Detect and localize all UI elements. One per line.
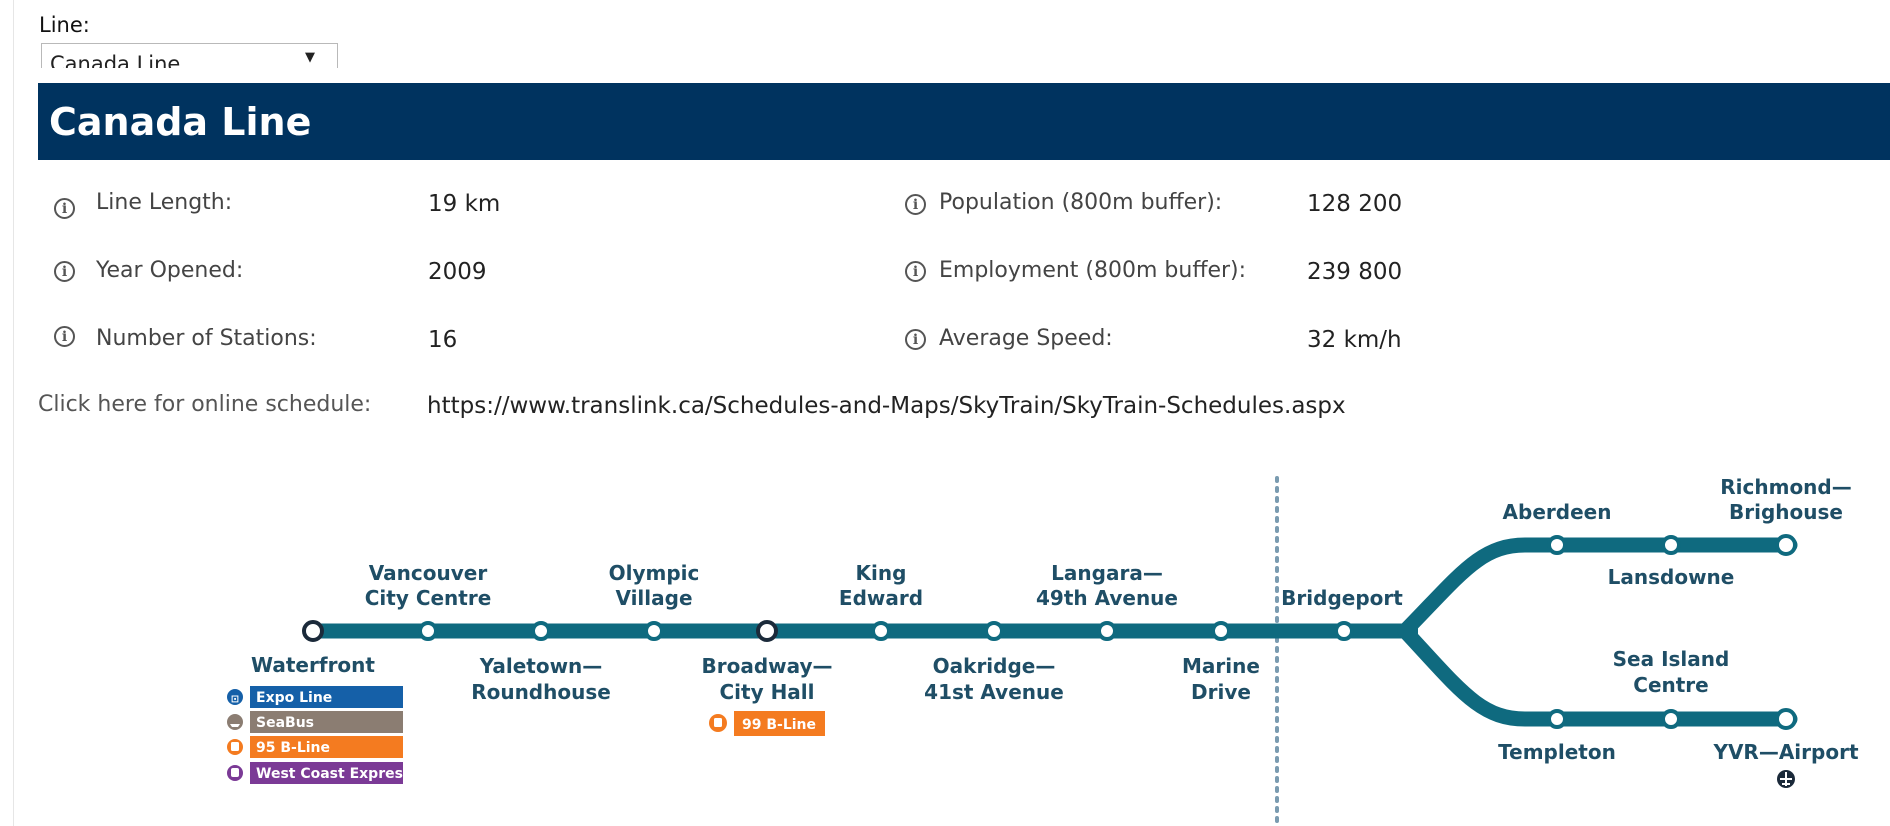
info-icon[interactable]: i — [905, 261, 926, 282]
station-label-sea-island-centre-1: Sea Island — [1613, 647, 1730, 671]
station-label-richmond-brighouse-1: Richmond— — [1720, 475, 1851, 499]
station-marker-king-edward[interactable] — [871, 621, 891, 641]
line-filter-label: Line: — [39, 13, 90, 37]
station-marker-waterfront[interactable] — [302, 620, 324, 642]
connection-bar — [734, 711, 825, 736]
station-marker-marine-drive[interactable] — [1211, 621, 1231, 641]
stat-value: 32 km/h — [1307, 327, 1402, 353]
station-marker-sea-island-centre[interactable] — [1661, 709, 1681, 729]
station-label-broadway-1: Broadway— — [701, 654, 832, 678]
waterfront-connections: ⊡ Expo Line SeaBus 95 B-Line West Coast … — [227, 686, 411, 784]
stat-label: Year Opened: — [96, 258, 244, 283]
seabus-icon — [227, 714, 243, 730]
stat-label: Average Speed: — [939, 326, 1113, 351]
station-label-lansdowne: Lansdowne — [1608, 565, 1735, 589]
line-select[interactable]: Canada Line ▼ — [41, 43, 338, 68]
connection-99-b-line[interactable]: 99 B-Line — [709, 711, 825, 736]
info-icon[interactable]: i — [905, 329, 926, 350]
station-label-bridgeport: Bridgeport — [1281, 586, 1403, 610]
station-label-king-edward-2: Edward — [839, 586, 923, 610]
station-label-sea-island-centre-2: Centre — [1633, 673, 1708, 697]
station-label-waterfront: Waterfront — [251, 653, 375, 677]
station-marker-richmond-brighouse[interactable] — [1775, 534, 1797, 556]
station-label-olympic-village-2: Village — [615, 586, 692, 610]
station-label-langara-2: 49th Avenue — [1036, 586, 1178, 610]
station-label-marine-drive-2: Drive — [1191, 680, 1251, 704]
station-label-marine-drive-1: Marine — [1182, 654, 1260, 678]
stat-value: 239 800 — [1307, 259, 1403, 285]
airport-icon — [1777, 770, 1795, 788]
station-marker-yaletown[interactable] — [531, 621, 551, 641]
station-label-yvr-airport: YVR—Airport — [1712, 740, 1858, 764]
connection-seabus[interactable]: SeaBus — [227, 711, 403, 733]
connection-label: 95 B-Line — [256, 740, 330, 756]
connection-bar — [250, 711, 403, 733]
route-line-airport-branch — [1397, 623, 1798, 727]
route-line-richmond-branch — [1397, 537, 1798, 639]
station-label-oakridge-2: 41st Avenue — [924, 680, 1064, 704]
station-label-broadway-2: City Hall — [719, 680, 814, 704]
connection-bar — [250, 686, 403, 708]
station-label-richmond-brighouse-2: Brighouse — [1729, 500, 1843, 524]
line-title-bar: Canada Line — [38, 83, 1890, 160]
station-marker-bridgeport[interactable] — [1334, 621, 1354, 641]
connection-expo-line[interactable]: ⊡ Expo Line — [227, 686, 403, 708]
station-label-templeton: Templeton — [1498, 740, 1616, 764]
station-label-olympic-village-1: Olympic — [609, 561, 700, 585]
connection-95-b-line[interactable]: 95 B-Line — [227, 736, 403, 758]
station-label-langara-1: Langara— — [1051, 561, 1163, 585]
connection-label: West Coast Express — [256, 766, 411, 782]
dropdown-arrow-icon[interactable]: ▼ — [305, 50, 315, 65]
schedule-label: Click here for online schedule: — [38, 392, 372, 417]
station-label-yaletown-1: Yaletown— — [479, 654, 603, 678]
connection-bar — [250, 762, 403, 784]
station-marker-oakridge[interactable] — [984, 621, 1004, 641]
station-label-vancouver-city-centre-2: City Centre — [365, 586, 492, 610]
skytrain-icon — [227, 689, 243, 705]
connection-bar — [250, 736, 403, 758]
station-label-king-edward-1: King — [856, 561, 907, 585]
info-icon[interactable]: i — [54, 326, 75, 347]
station-marker-olympic-village[interactable] — [644, 621, 664, 641]
station-label-vancouver-city-centre-1: Vancouver — [369, 561, 488, 585]
station-marker-broadway[interactable] — [756, 620, 778, 642]
line-select-value: Canada Line — [50, 52, 181, 68]
stat-value: 16 — [428, 327, 458, 353]
station-marker-langara[interactable] — [1097, 621, 1117, 641]
info-icon[interactable]: i — [54, 261, 75, 282]
stat-label: Number of Stations: — [96, 326, 317, 351]
stat-label: Line Length: — [96, 190, 233, 215]
station-marker-lansdowne[interactable] — [1661, 535, 1681, 555]
connection-west-coast-express[interactable]: West Coast Express — [227, 762, 411, 784]
stat-value: 128 200 — [1307, 191, 1403, 217]
stat-value: 2009 — [428, 259, 487, 285]
stat-value: 19 km — [428, 191, 501, 217]
station-marker-templeton[interactable] — [1547, 709, 1567, 729]
stat-label: Employment (800m buffer): — [939, 258, 1247, 283]
info-icon[interactable]: i — [54, 198, 75, 219]
station-marker-vancouver-city-centre[interactable] — [418, 621, 438, 641]
info-icon[interactable]: i — [905, 194, 926, 215]
station-label-aberdeen: Aberdeen — [1503, 500, 1612, 524]
page-left-border — [13, 0, 14, 826]
connection-label: SeaBus — [256, 715, 314, 731]
stat-label: Population (800m buffer): — [939, 190, 1223, 215]
schedule-link[interactable]: https://www.translink.ca/Schedules-and-M… — [427, 393, 1346, 419]
connection-label: 99 B-Line — [742, 717, 816, 733]
station-marker-yvr-airport[interactable] — [1775, 708, 1797, 730]
svg-text:⊡: ⊡ — [231, 694, 239, 705]
connection-label: Expo Line — [256, 690, 332, 706]
station-marker-aberdeen[interactable] — [1547, 535, 1567, 555]
station-label-yaletown-2: Roundhouse — [471, 680, 611, 704]
station-label-oakridge-1: Oakridge— — [933, 654, 1056, 678]
line-title: Canada Line — [49, 100, 312, 144]
